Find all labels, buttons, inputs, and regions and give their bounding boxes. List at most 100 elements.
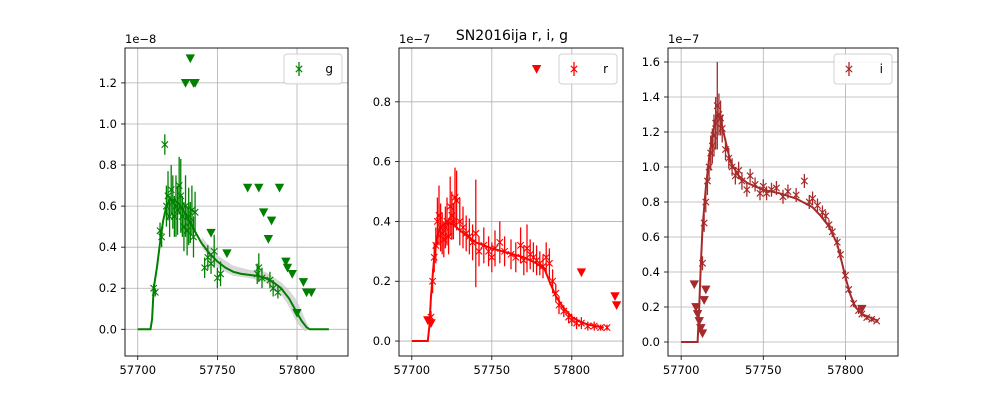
detection-point [201,264,209,272]
detection-point [488,253,496,261]
y-tick-label: 1.2 [99,76,117,90]
upper-limit-marker [185,54,196,64]
x-tick-label: 57750 [474,363,511,377]
upper-limit-marker [691,303,701,312]
panel-r: 57700 57750 57800 0.0 0.2 0.4 0.6 0.8 1e−7 r [373,32,624,377]
y-offset-label: 1e−7 [399,32,430,46]
y-tick-label: 0.2 [99,281,117,295]
model-line [411,221,604,342]
plot-area-g [137,54,329,332]
y-offset-label: 1e−8 [125,32,156,46]
upper-limit-marker [190,79,200,88]
y-tick-label: 1.2 [642,125,660,139]
legend-marker [845,65,853,73]
y-tick-label: 0.8 [99,158,117,172]
detection-point [808,194,817,203]
x-tick-label: 57700 [394,363,431,377]
y-tick-label: 0.0 [642,335,660,349]
legend-i: i [833,53,893,85]
model-line [681,112,879,343]
upper-limit-marker [298,278,309,287]
upper-limit-marker [699,296,709,305]
detection-point [603,324,611,332]
axes-frame [398,47,624,357]
x-tick-label: 57800 [279,363,316,377]
upper-limit-marker [281,257,291,267]
x-tick-label: 57700 [119,363,156,377]
detection-point [459,223,467,232]
detection-point [523,244,531,252]
detection-point [784,187,792,196]
upper-limit-marker [610,292,620,302]
detection-point [210,247,218,255]
y-offset-label: 1e−7 [668,32,699,46]
x-tick-label: 57800 [554,363,591,377]
upper-limit-marker [701,285,711,295]
detection-point [485,247,493,255]
y-tick-label: 0.6 [373,155,391,169]
detection-point [453,196,461,205]
detection-point [216,270,225,278]
y-tick-label: 0.4 [373,214,391,228]
detection-point [743,186,751,194]
detection-point [188,206,196,214]
upper-limit-marker [242,183,253,193]
upper-limit-marker [531,65,542,74]
model-line [137,198,329,331]
detection-point [207,260,215,268]
figure-title: SN2016ija r, i, g [456,28,568,44]
detection-point [189,233,198,241]
upper-limit-marker [697,329,708,339]
detection-point [213,274,221,282]
legend-r: r [558,53,618,85]
x-tick-label: 57750 [199,363,236,377]
y-tick-label: 1.0 [642,160,660,174]
legend-box [283,53,343,85]
y-tick-label: 1.4 [642,90,660,104]
legend-label: g [325,62,333,76]
upper-limit-marker [258,208,269,218]
x-tick-label: 57750 [745,363,782,377]
upper-limit-marker [306,288,317,298]
detection-point [456,217,464,226]
detection-point [274,288,282,296]
upper-limit-marker [692,310,703,319]
legend-box [833,53,893,85]
upper-limit-marker [292,308,302,318]
upper-limit-marker [287,269,297,279]
upper-limit-marker [426,319,436,328]
y-tick-label: 0.8 [642,195,660,209]
legend-marker [295,65,303,73]
detection-point [542,253,550,261]
y-tick-label: 0.4 [99,240,117,254]
y-tick-label: 1.0 [99,117,117,131]
upper-limit-marker [180,79,191,88]
plot-area-r [411,65,622,342]
y-tick-label: 1.6 [642,55,660,69]
upper-limit-marker [857,304,867,314]
upper-limit-marker [254,183,264,193]
axes-frame [124,47,349,357]
plot-area-i [681,62,881,343]
upper-limit-marker [222,249,232,259]
y-tick-label: 0.6 [642,230,660,244]
detection-point [475,247,483,255]
detection-point [496,238,504,246]
upper-limit-marker [689,280,699,290]
upper-limit-marker [206,228,216,238]
detection-point [472,229,480,237]
upper-limit-marker [696,324,706,333]
y-tick-label: 0.8 [373,95,391,109]
upper-limit-marker [282,263,293,273]
detection-point [161,140,169,149]
upper-limit-marker [576,268,587,278]
legend-label: r [603,62,608,76]
detection-point [813,201,822,210]
detection-point [746,172,754,180]
legend-g: g [283,53,343,85]
detection-point [800,177,808,185]
detection-point [191,208,199,216]
x-tick-label: 57800 [827,363,864,377]
upper-limit-marker [274,183,285,193]
